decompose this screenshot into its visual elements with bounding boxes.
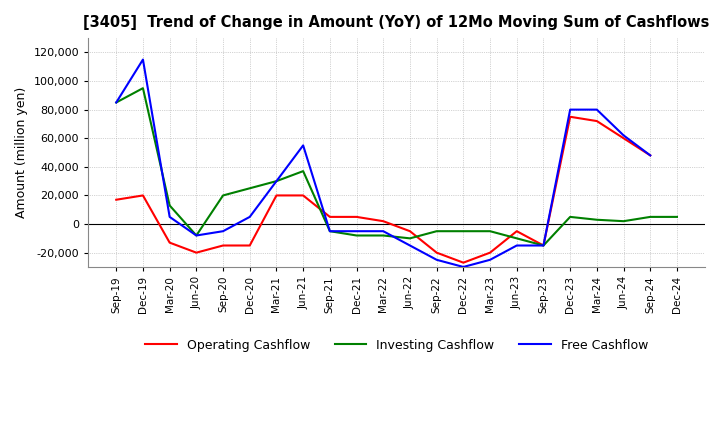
Investing Cashflow — [246, 186, 254, 191]
Investing Cashflow — [619, 219, 628, 224]
Free Cashflow — [112, 100, 120, 105]
Operating Cashflow — [299, 193, 307, 198]
Investing Cashflow — [166, 203, 174, 208]
Investing Cashflow — [405, 236, 414, 241]
Operating Cashflow — [272, 193, 281, 198]
Free Cashflow — [646, 153, 654, 158]
Free Cashflow — [352, 228, 361, 234]
Investing Cashflow — [566, 214, 575, 220]
Line: Operating Cashflow: Operating Cashflow — [116, 117, 650, 263]
Free Cashflow — [272, 179, 281, 184]
Operating Cashflow — [379, 219, 387, 224]
Operating Cashflow — [566, 114, 575, 119]
Free Cashflow — [325, 228, 334, 234]
Operating Cashflow — [593, 118, 601, 124]
Operating Cashflow — [459, 260, 468, 265]
Legend: Operating Cashflow, Investing Cashflow, Free Cashflow: Operating Cashflow, Investing Cashflow, … — [140, 334, 653, 357]
Free Cashflow — [593, 107, 601, 112]
Investing Cashflow — [325, 228, 334, 234]
Free Cashflow — [566, 107, 575, 112]
Free Cashflow — [539, 243, 548, 248]
Free Cashflow — [246, 214, 254, 220]
Free Cashflow — [379, 228, 387, 234]
Free Cashflow — [513, 243, 521, 248]
Investing Cashflow — [646, 214, 654, 220]
Operating Cashflow — [405, 228, 414, 234]
Operating Cashflow — [646, 153, 654, 158]
Investing Cashflow — [593, 217, 601, 222]
Investing Cashflow — [192, 233, 201, 238]
Free Cashflow — [619, 133, 628, 138]
Free Cashflow — [166, 214, 174, 220]
Operating Cashflow — [219, 243, 228, 248]
Y-axis label: Amount (million yen): Amount (million yen) — [15, 87, 28, 218]
Operating Cashflow — [619, 136, 628, 141]
Investing Cashflow — [539, 243, 548, 248]
Free Cashflow — [432, 257, 441, 262]
Operating Cashflow — [139, 193, 148, 198]
Operating Cashflow — [432, 250, 441, 255]
Free Cashflow — [459, 264, 468, 270]
Investing Cashflow — [139, 85, 148, 91]
Investing Cashflow — [486, 228, 495, 234]
Free Cashflow — [139, 57, 148, 62]
Operating Cashflow — [513, 228, 521, 234]
Free Cashflow — [405, 243, 414, 248]
Investing Cashflow — [112, 100, 120, 105]
Operating Cashflow — [112, 197, 120, 202]
Free Cashflow — [192, 233, 201, 238]
Operating Cashflow — [352, 214, 361, 220]
Free Cashflow — [486, 257, 495, 262]
Free Cashflow — [299, 143, 307, 148]
Operating Cashflow — [539, 243, 548, 248]
Operating Cashflow — [246, 243, 254, 248]
Line: Investing Cashflow: Investing Cashflow — [116, 88, 677, 246]
Investing Cashflow — [352, 233, 361, 238]
Investing Cashflow — [513, 236, 521, 241]
Investing Cashflow — [379, 233, 387, 238]
Operating Cashflow — [325, 214, 334, 220]
Investing Cashflow — [272, 179, 281, 184]
Operating Cashflow — [192, 250, 201, 255]
Investing Cashflow — [432, 228, 441, 234]
Investing Cashflow — [219, 193, 228, 198]
Free Cashflow — [219, 228, 228, 234]
Operating Cashflow — [486, 250, 495, 255]
Operating Cashflow — [166, 240, 174, 245]
Line: Free Cashflow: Free Cashflow — [116, 59, 650, 267]
Investing Cashflow — [459, 228, 468, 234]
Investing Cashflow — [672, 214, 681, 220]
Investing Cashflow — [299, 169, 307, 174]
Title: [3405]  Trend of Change in Amount (YoY) of 12Mo Moving Sum of Cashflows: [3405] Trend of Change in Amount (YoY) o… — [84, 15, 710, 30]
